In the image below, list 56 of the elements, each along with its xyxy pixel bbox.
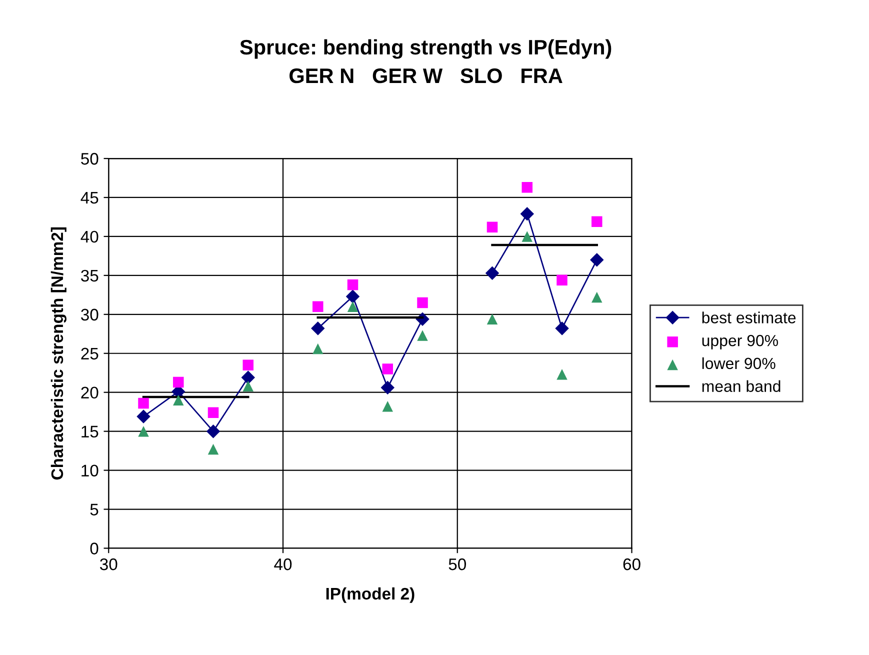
point [312,301,324,312]
x-axis-title: IP(model 2) [326,587,414,603]
point [242,370,255,384]
point [242,360,254,370]
point [206,424,220,438]
point [242,380,254,392]
point [556,274,568,286]
point [486,314,498,324]
point [555,322,569,336]
y-tick-label: 5 [90,504,98,516]
point [522,231,533,242]
point [346,290,360,304]
point [592,216,602,228]
point [592,292,602,303]
chart-title: Spruce: bending strength vs IP(Edyn) GER N GER W SLO FRA [240,39,612,84]
x-tick-label: 40 [274,558,292,570]
point [208,407,219,418]
point [172,376,184,388]
y-tick-label: 0 [90,542,98,554]
y-tick-label: 20 [81,386,98,399]
point [172,394,184,406]
point [208,444,219,455]
y-tick-label: 40 [80,230,98,243]
x-tick-label: 50 [448,558,466,570]
point [347,279,358,290]
point [381,381,394,394]
x-tick-label: 60 [623,558,640,570]
point [138,426,149,437]
legend-label: lower 90% [702,357,776,370]
y-tick-label: 30 [81,308,98,321]
point [417,297,428,308]
point [417,330,428,341]
point [136,410,150,424]
point [312,343,324,354]
point [486,222,498,232]
point [522,182,533,193]
y-tick-label: 25 [81,348,98,360]
legend-label: mean band [702,380,780,392]
point [486,266,499,280]
legend-label: upper 90% [702,334,778,350]
point [311,322,324,336]
legend-label: best estimate [702,312,796,324]
point [382,400,394,412]
y-tick-label: 50 [81,152,98,165]
y-tick-label: 10 [82,464,98,476]
y-tick-label: 35 [81,270,98,282]
y-tick-label: 15 [82,426,98,438]
point [382,364,394,374]
point [520,207,534,220]
y-tick-label: 45 [80,192,98,204]
point [590,253,604,266]
x-tick-label: 30 [100,558,118,570]
y-axis-title: Characteristic strength [N/mm2] [50,227,66,480]
point [347,301,358,312]
point [138,398,149,409]
point [556,369,568,380]
